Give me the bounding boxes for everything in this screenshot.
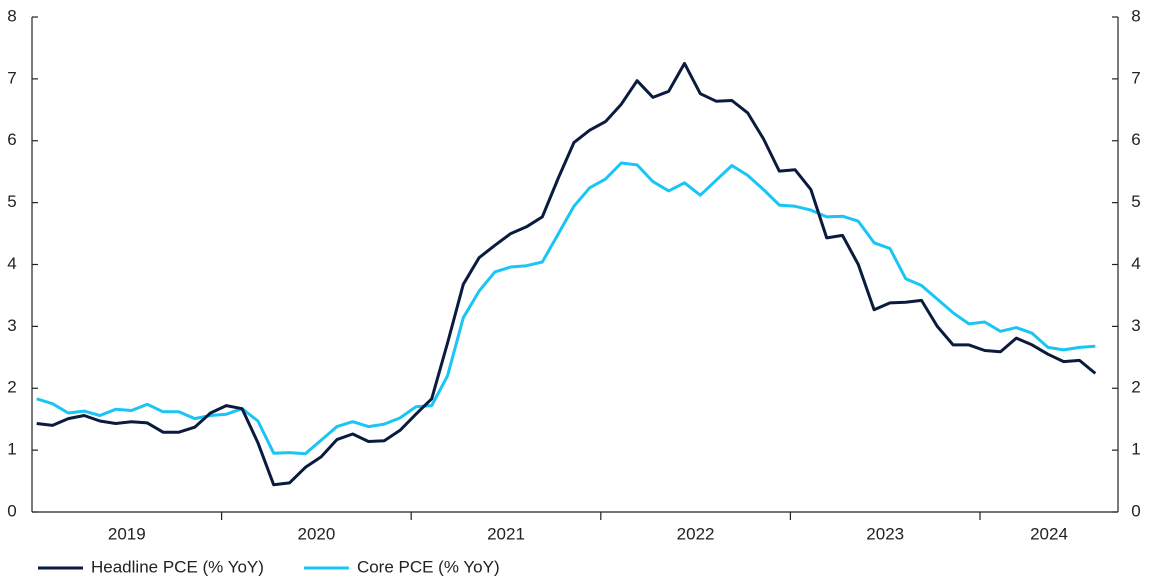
y2-tick-label: 4: [1131, 254, 1140, 273]
y-tick-label: 0: [7, 501, 16, 520]
y2-tick-label: 3: [1131, 316, 1140, 335]
legend-label: Core PCE (% YoY): [357, 557, 500, 576]
x-tick-label: 2019: [108, 524, 146, 543]
x-tick-label: 2024: [1030, 524, 1068, 543]
legend-label: Headline PCE (% YoY): [91, 557, 264, 576]
y-tick-label: 2: [7, 378, 16, 397]
y2-tick-label: 0: [1131, 501, 1140, 520]
y-tick-label: 8: [7, 6, 16, 25]
y2-tick-label: 2: [1131, 378, 1140, 397]
x-tick-label: 2023: [866, 524, 904, 543]
y-tick-label: 6: [7, 130, 16, 149]
x-tick-label: 2020: [297, 524, 335, 543]
y2-tick-label: 6: [1131, 130, 1140, 149]
x-tick-label: 2022: [677, 524, 715, 543]
y-tick-label: 1: [7, 440, 16, 459]
y2-tick-label: 1: [1131, 440, 1140, 459]
series-line: [36, 161, 1096, 456]
series-line: [36, 61, 1097, 487]
y2-tick-label: 5: [1131, 192, 1140, 211]
y-tick-label: 4: [7, 254, 16, 273]
y-tick-label: 5: [7, 192, 16, 211]
y-tick-label: 3: [7, 316, 16, 335]
x-tick-label: 2021: [487, 524, 525, 543]
y2-tick-label: 7: [1131, 68, 1140, 87]
y-tick-label: 7: [7, 68, 16, 87]
y2-tick-label: 8: [1131, 6, 1140, 25]
